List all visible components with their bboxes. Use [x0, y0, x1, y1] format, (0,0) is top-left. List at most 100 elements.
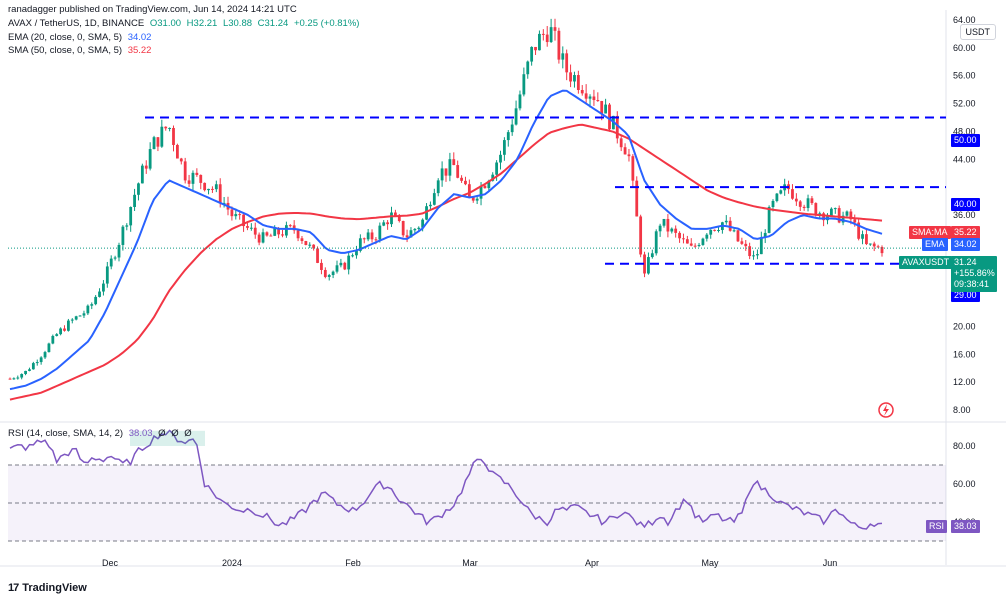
candle-body — [697, 244, 701, 246]
candle-body — [502, 140, 506, 155]
sma-axis-label: SMA:MA — [909, 226, 951, 239]
ema-axis-label: EMA — [922, 238, 948, 251]
candle-body — [666, 218, 670, 232]
symbol-name[interactable]: AVAX / TetherUS, 1D, BINANCE — [8, 18, 145, 29]
ohlc-change: +0.25 (+0.81%) — [293, 18, 360, 29]
candle-body — [475, 198, 479, 201]
flash-icon[interactable] — [878, 402, 894, 418]
candle-body — [249, 227, 253, 229]
candle-body — [362, 238, 366, 240]
candle-body — [814, 203, 818, 216]
candle-body — [487, 180, 491, 189]
candle-body — [545, 34, 549, 43]
candle-body — [448, 159, 452, 176]
candle-body — [631, 156, 635, 181]
price-tick-label: 64.00 — [953, 15, 976, 25]
candle-body — [724, 220, 728, 223]
candle-body — [393, 212, 397, 217]
candle-body — [432, 193, 436, 205]
candle-body — [678, 232, 681, 239]
candle-body — [662, 218, 666, 226]
candle-body — [323, 269, 327, 277]
tradingview-logo-icon: 17 — [8, 582, 19, 594]
candle-body — [222, 202, 226, 204]
rsi-axis-value: 38.03 — [951, 520, 980, 533]
candle-body — [102, 283, 105, 292]
candle-body — [483, 185, 487, 189]
candle-body — [837, 208, 841, 223]
sma-legend-value: 35.22 — [127, 45, 152, 56]
ema-legend[interactable]: EMA (20, close, 0, SMA, 5) 34.02 — [8, 32, 154, 43]
candle-body — [623, 147, 627, 155]
candle-body — [378, 225, 382, 240]
candle-body — [534, 46, 537, 51]
candle-body — [763, 232, 767, 238]
candle-body — [557, 30, 561, 60]
candle-body — [343, 262, 347, 270]
currency-button[interactable]: USDT — [959, 24, 996, 40]
symbol-axis-label: AVAXUSDT — [899, 256, 953, 269]
price-tick-label: 44.00 — [953, 154, 976, 164]
candle-body — [397, 216, 401, 221]
candle-body — [90, 304, 94, 306]
candle-body — [284, 225, 288, 236]
price-tick-label: 12.00 — [953, 377, 976, 387]
candle-body — [335, 265, 339, 272]
candle-body — [417, 227, 421, 229]
sma-legend[interactable]: SMA (50, close, 0, SMA, 5) 35.22 — [8, 45, 154, 56]
candle-body — [802, 206, 806, 209]
candle-body — [436, 180, 440, 194]
candle-body — [218, 184, 222, 204]
candle-body — [880, 247, 884, 254]
tradingview-logo[interactable]: 17 TradingView — [8, 582, 87, 594]
candle-body — [105, 266, 109, 284]
candle-body — [569, 72, 572, 82]
candle-body — [234, 214, 238, 217]
rsi-legend[interactable]: RSI (14, close, SMA, 14, 2) 38.03 Ø Ø Ø — [8, 428, 195, 439]
candle-body — [693, 245, 697, 247]
last-change: +155.86% — [954, 268, 995, 278]
candle-body — [600, 101, 604, 114]
ema-legend-value: 34.02 — [127, 32, 152, 43]
candle-body — [565, 53, 569, 73]
candle-body — [635, 180, 639, 217]
candle-body — [296, 230, 300, 239]
price-tick-label: 52.00 — [953, 99, 976, 109]
candle-body — [386, 222, 390, 225]
candle-body — [510, 124, 514, 133]
candle-body — [604, 104, 608, 114]
candle-body — [172, 127, 175, 145]
candle-body — [331, 271, 335, 276]
candle-body — [207, 188, 210, 191]
candle-body — [59, 328, 63, 335]
candle-body — [98, 291, 101, 297]
time-tick-label: Feb — [345, 558, 361, 568]
candle-body — [405, 235, 409, 238]
candle-body — [740, 241, 744, 244]
candle-body — [689, 243, 693, 246]
rsi-tick-label: 60.00 — [953, 479, 976, 489]
candle-body — [78, 315, 82, 317]
candle-body — [121, 226, 125, 245]
candle-body — [670, 228, 674, 232]
candle-body — [265, 232, 269, 236]
candle-body — [456, 165, 460, 178]
candle-body — [261, 232, 265, 243]
candle-body — [133, 194, 136, 207]
rsi-tick-label: 80.00 — [953, 441, 976, 451]
flash-bolt-icon[interactable] — [883, 404, 889, 416]
candle-body — [530, 46, 534, 62]
candle-body — [109, 258, 113, 267]
candle-body — [413, 228, 417, 231]
price-tick-label: 16.00 — [953, 349, 976, 359]
candle-body — [425, 206, 428, 220]
candle-body — [756, 254, 759, 256]
candle-body — [553, 27, 557, 31]
candle-body — [736, 230, 740, 242]
candle-body — [639, 216, 643, 255]
candle-body — [798, 201, 802, 207]
candle-body — [16, 377, 20, 379]
candle-body — [592, 96, 596, 101]
